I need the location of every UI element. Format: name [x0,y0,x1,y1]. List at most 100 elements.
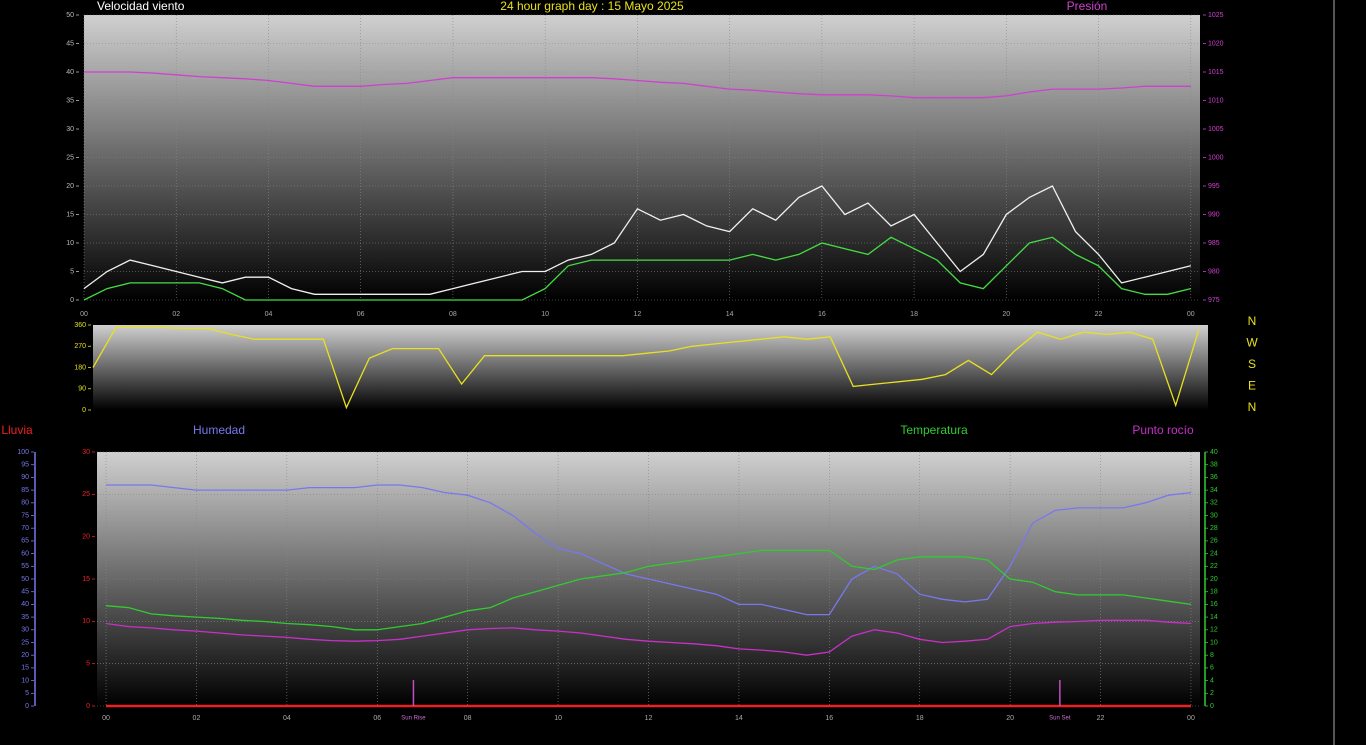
y-tick-label: 90 [78,386,86,393]
y2-tick-label: 1020 [1208,40,1224,47]
y3-tick-label: 50 [21,576,29,583]
x-tick-label: 08 [449,311,457,318]
x-tick-label: 12 [645,715,653,722]
y2-tick-label: 22 [1210,563,1218,570]
y-tick-label: 360 [74,322,86,329]
y-tick-label: 30 [66,126,74,133]
y2-tick-label: 20 [1210,576,1218,583]
y-tick-label: 270 [74,343,86,350]
y-tick-label: 30 [82,449,90,456]
y3-tick-label: 75 [21,512,29,519]
series-line [83,185,1191,295]
y2-tick-label: 0 [1210,703,1214,710]
y-tick-label: 5 [86,661,90,668]
x-tick-label: 22 [1095,311,1103,318]
y-tick-label: 5 [70,268,74,275]
y-tick-label: 20 [82,534,90,541]
y-tick-label: 10 [82,618,90,625]
y-tick-label: 0 [86,703,90,710]
series-line [84,71,1191,99]
x-tick-label: 18 [910,311,918,318]
y2-tick-label: 2 [1210,690,1214,697]
y3-tick-label: 65 [21,538,29,545]
y-tick-label: 10 [66,240,74,247]
y2-tick-label: 995 [1208,183,1220,190]
x-tick-label: 00 [1187,715,1195,722]
x-tick-label: 06 [373,715,381,722]
y3-tick-label: 0 [25,703,29,710]
y2-tick-label: 6 [1210,665,1214,672]
compass-label: S [1248,357,1256,371]
x-tick-label: 00 [1187,311,1195,318]
y3-tick-label: 35 [21,614,29,621]
y2-tick-label: 8 [1210,652,1214,659]
y2-tick-label: 990 [1208,211,1220,218]
compass-label: E [1248,379,1256,393]
y3-tick-label: 60 [21,550,29,557]
y2-tick-label: 24 [1210,550,1218,557]
x-tick-label: 14 [735,715,743,722]
x-tick-label: 20 [1006,715,1014,722]
y3-tick-label: 90 [21,474,29,481]
y-tick-label: 45 [66,40,74,47]
y2-tick-label: 980 [1208,268,1220,275]
y2-tick-label: 26 [1210,538,1218,545]
x-tick-label: 04 [283,715,291,722]
annotation-label: Sun Set [1049,716,1071,722]
y2-tick-label: 1010 [1208,97,1224,104]
x-tick-label: 04 [265,311,273,318]
y3-tick-label: 40 [21,601,29,608]
y2-tick-label: 36 [1210,474,1218,481]
x-tick-label: 02 [172,311,180,318]
y2-tick-label: 12 [1210,627,1218,634]
y2-tick-label: 1000 [1208,154,1224,161]
x-tick-label: 16 [818,311,826,318]
series-line [105,619,1192,656]
y-tick-label: 180 [74,364,86,371]
y3-tick-label: 70 [21,525,29,532]
y-tick-label: 25 [66,154,74,161]
y3-tick-label: 100 [17,449,29,456]
y3-tick-label: 45 [21,589,29,596]
y-axis-label: Velocidad viento [97,0,185,13]
y2-tick-label: 32 [1210,500,1218,507]
y-tick-label: 0 [82,407,86,414]
y3-tick-label: 30 [21,627,29,634]
y2-tick-label: 4 [1210,677,1214,684]
legend-label: Presión [1067,0,1108,13]
y-tick-label: 35 [66,97,74,104]
legend-label: Humedad [193,423,245,437]
y-tick-label: 25 [82,491,90,498]
y-tick-label: 40 [66,69,74,76]
series-line [105,549,1192,631]
y3-tick-label: 25 [21,639,29,646]
y3-tick-label: 10 [21,677,29,684]
compass-label: N [1248,400,1257,414]
y2-tick-label: 30 [1210,512,1218,519]
x-tick-label: 08 [464,715,472,722]
y3-tick-label: 85 [21,487,29,494]
series-line [106,484,1192,616]
y2-tick-label: 1015 [1208,69,1224,76]
y3-tick-label: 55 [21,563,29,570]
y-tick-label: 0 [70,297,74,304]
y2-tick-label: 985 [1208,240,1220,247]
y2-tick-label: 18 [1210,589,1218,596]
y-tick-label: 20 [66,183,74,190]
y2-tick-label: 1005 [1208,126,1224,133]
x-tick-label: 10 [554,715,562,722]
x-tick-label: 10 [541,311,549,318]
y2-tick-label: 14 [1210,614,1218,621]
x-tick-label: 18 [916,715,924,722]
compass-label: N [1248,314,1257,328]
x-tick-label: 16 [825,715,833,722]
legend-label: Punto rocío [1132,423,1194,437]
y3-tick-label: 80 [21,500,29,507]
y3-tick-label: 15 [21,665,29,672]
y2-tick-label: 38 [1210,462,1218,469]
y2-tick-label: 28 [1210,525,1218,532]
x-tick-label: 00 [80,311,88,318]
y2-tick-label: 34 [1210,487,1218,494]
x-tick-label: 00 [102,715,110,722]
